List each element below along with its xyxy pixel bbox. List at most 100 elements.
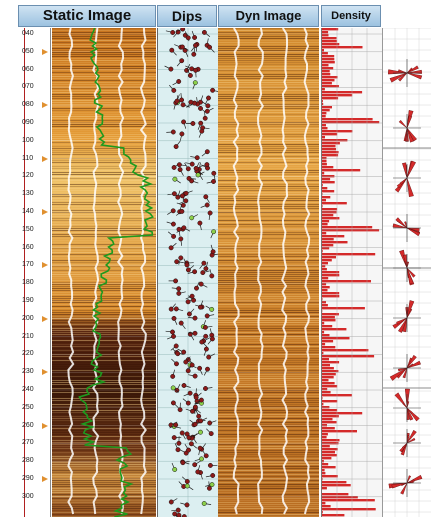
image-lamination (52, 100, 156, 101)
density-bar (322, 106, 332, 109)
dips-track (157, 28, 219, 517)
image-lamination (218, 270, 319, 271)
image-lamination (218, 48, 319, 49)
image-lamination (52, 510, 156, 511)
dip-tadpole (175, 194, 181, 200)
image-lamination (218, 456, 319, 457)
image-lamination (52, 200, 156, 201)
density-bar (322, 163, 327, 166)
image-lamination (52, 468, 156, 469)
density-bar (322, 457, 332, 460)
dip-tadpole (184, 502, 190, 508)
image-lamination (218, 486, 319, 487)
image-lamination (218, 38, 319, 39)
density-bar (322, 34, 329, 37)
image-lamination (218, 274, 319, 275)
density-bar (322, 79, 335, 82)
density-bar (322, 388, 328, 391)
density-bar (322, 199, 326, 202)
image-lamination (218, 458, 319, 459)
density-bar (322, 274, 340, 277)
image-lamination (52, 354, 156, 355)
density-bar (322, 499, 375, 502)
dip-tadpole (171, 191, 177, 197)
depth-tick-label: 130 (22, 190, 34, 198)
depth-marker (42, 209, 48, 215)
image-lamination (218, 206, 319, 207)
image-lamination (218, 438, 319, 439)
density-bar (322, 67, 334, 70)
image-lamination (218, 256, 319, 257)
density-bar (322, 325, 333, 328)
dip-tadpole (169, 47, 175, 53)
image-lamination (52, 470, 156, 471)
dip-tadpole (203, 333, 209, 339)
dip-tadpole (176, 286, 182, 292)
dip-tadpole (180, 460, 186, 466)
density-bar (322, 121, 380, 124)
image-lamination (52, 480, 156, 481)
dip-tadpole (172, 176, 178, 182)
image-lamination (218, 428, 319, 429)
density-bar (322, 379, 329, 382)
density-bar (322, 130, 353, 133)
density-bar (322, 391, 331, 394)
density-bar (322, 184, 323, 187)
image-lamination (52, 232, 156, 233)
dip-tadpole (170, 385, 176, 391)
image-lamination (218, 264, 319, 265)
dip-tadpole (198, 397, 204, 403)
image-lamination (52, 352, 156, 353)
image-lamination (52, 460, 156, 461)
density-bar (322, 400, 338, 403)
image-lamination (52, 74, 156, 75)
image-lamination (218, 144, 319, 145)
image-lamination (218, 158, 319, 159)
density-bar (322, 28, 339, 31)
image-lamination (52, 70, 156, 71)
density-bar (322, 220, 330, 223)
density-bar (322, 319, 336, 322)
image-lamination (218, 516, 319, 517)
static-image-log (52, 28, 156, 517)
density-bar (322, 337, 350, 340)
image-lamination (52, 338, 156, 339)
density-bar (322, 505, 331, 508)
image-lamination (218, 232, 319, 233)
image-lamination (52, 226, 156, 227)
rose-petal (397, 72, 408, 82)
dip-tadpole (207, 44, 213, 50)
density-bar (322, 265, 326, 268)
density-bar (322, 418, 333, 421)
image-lamination (52, 386, 156, 387)
image-lamination (52, 60, 156, 61)
image-lamination (218, 462, 319, 463)
dip-tadpole (177, 407, 183, 413)
image-lamination (52, 262, 156, 263)
image-lamination (218, 278, 319, 279)
image-lamination (218, 332, 319, 333)
dip-tadpole (209, 306, 215, 312)
image-lamination (218, 374, 319, 375)
dip-tadpole (199, 456, 204, 462)
density-bar (322, 439, 340, 442)
density-bar (322, 229, 380, 232)
depth-tick-label: 190 (22, 297, 34, 304)
image-lamination (218, 514, 319, 515)
density-bar (322, 289, 328, 292)
image-lamination (218, 246, 319, 247)
image-lamination (218, 322, 319, 323)
image-lamination (52, 436, 156, 437)
image-lamination (218, 342, 319, 343)
image-lamination (52, 50, 156, 51)
image-lamination (218, 94, 319, 95)
dip-tadpole (171, 165, 177, 170)
image-lamination (218, 356, 319, 357)
image-lamination (52, 102, 156, 103)
rose-petal (406, 435, 410, 444)
density-bar (322, 40, 337, 43)
image-lamination (218, 468, 319, 469)
image-lamination (218, 118, 319, 119)
image-lamination (52, 166, 156, 167)
rose-petal (402, 367, 408, 379)
